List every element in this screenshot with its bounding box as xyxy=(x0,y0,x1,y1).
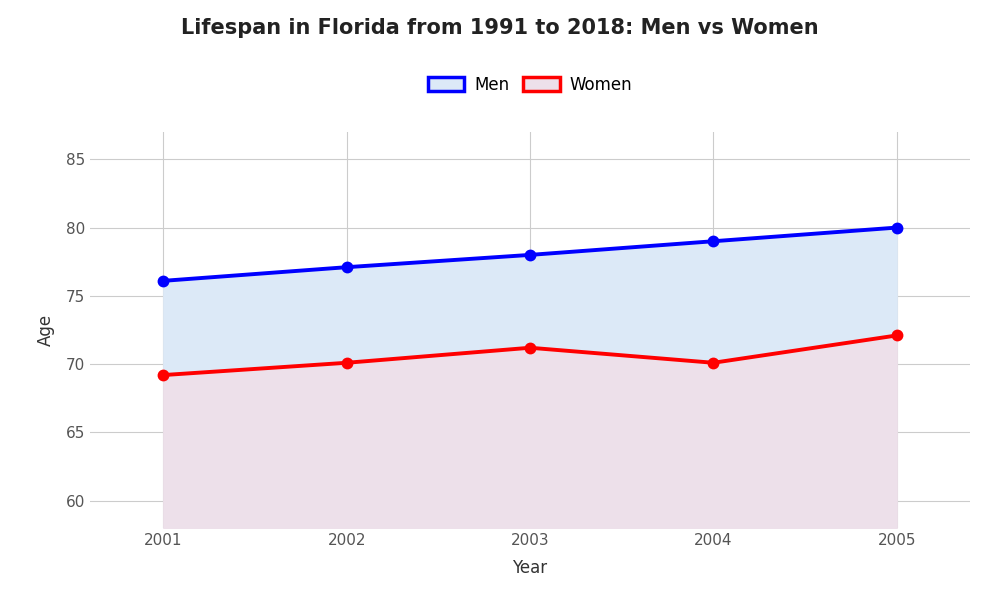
Y-axis label: Age: Age xyxy=(37,314,55,346)
X-axis label: Year: Year xyxy=(512,559,548,577)
Legend: Men, Women: Men, Women xyxy=(421,69,639,100)
Text: Lifespan in Florida from 1991 to 2018: Men vs Women: Lifespan in Florida from 1991 to 2018: M… xyxy=(181,18,819,38)
